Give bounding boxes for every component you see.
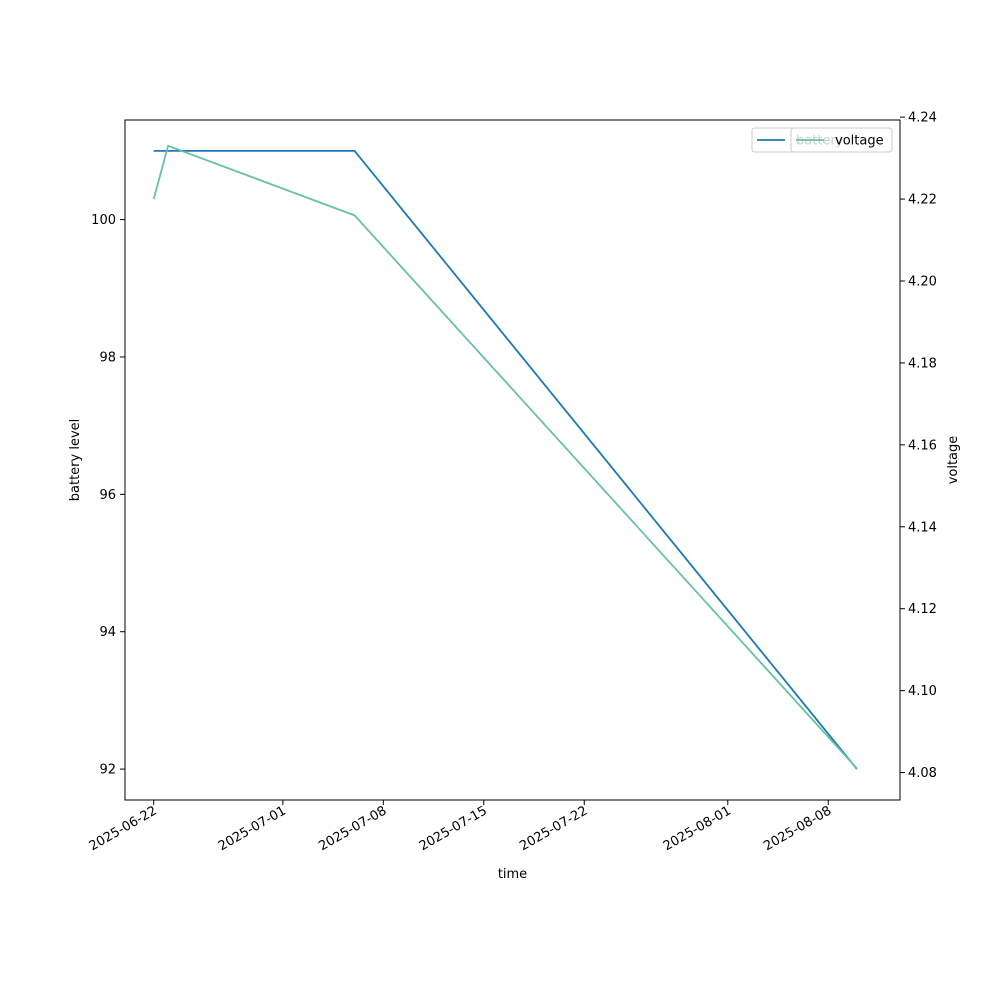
y-tick-label: 94 — [99, 625, 116, 640]
y-axis-label: battery level — [68, 419, 83, 502]
y2-axis-ticks: 4.08 4.10 4.12 4.14 4.16 4.18 4.20 4.22 4.24 — [900, 111, 937, 781]
y2-tick-label: 4.24 — [908, 111, 937, 126]
y2-tick-label: 4.12 — [908, 602, 937, 617]
legend-label-voltage: voltage — [835, 134, 884, 149]
x-tick-label: 2025-07-01 — [216, 803, 289, 854]
y2-tick-label: 4.18 — [908, 356, 937, 371]
series-line-voltage — [152, 144, 858, 770]
y2-tick-label: 4.22 — [908, 193, 937, 208]
y-tick-label: 98 — [99, 350, 116, 365]
y2-tick-label: 4.20 — [908, 274, 937, 289]
x-tick-label: 2025-08-08 — [761, 803, 834, 854]
y-tick-label: 96 — [99, 488, 116, 503]
legend-right: voltage — [790, 127, 893, 153]
axes-frame — [124, 119, 901, 801]
y2-tick-label: 4.10 — [908, 684, 937, 699]
y2-tick-label: 4.16 — [908, 438, 937, 453]
x-tick-label: 2025-06-22 — [87, 803, 160, 854]
x-tick-label: 2025-07-15 — [417, 803, 490, 854]
legend-box — [790, 127, 893, 153]
y-tick-label: 100 — [91, 213, 116, 228]
x-axis-label: time — [498, 867, 527, 882]
x-axis-ticks: 2025-06-22 2025-07-01 2025-07-08 2025-07-15… — [87, 800, 834, 854]
y-axis-ticks: 92 94 96 98 100 — [91, 213, 125, 778]
series-line-battery — [153, 149, 858, 770]
y2-tick-label: 4.14 — [908, 520, 937, 535]
plot-lines — [152, 144, 858, 770]
y2-tick-label: 4.08 — [908, 766, 937, 781]
x-tick-label: 2025-07-22 — [517, 803, 590, 854]
y2-axis-label: voltage — [946, 436, 961, 485]
legends: batteryvoltage — [751, 127, 893, 153]
x-tick-label: 2025-07-08 — [316, 803, 389, 854]
x-tick-label: 2025-08-01 — [661, 803, 734, 854]
y-tick-label: 92 — [99, 763, 116, 778]
